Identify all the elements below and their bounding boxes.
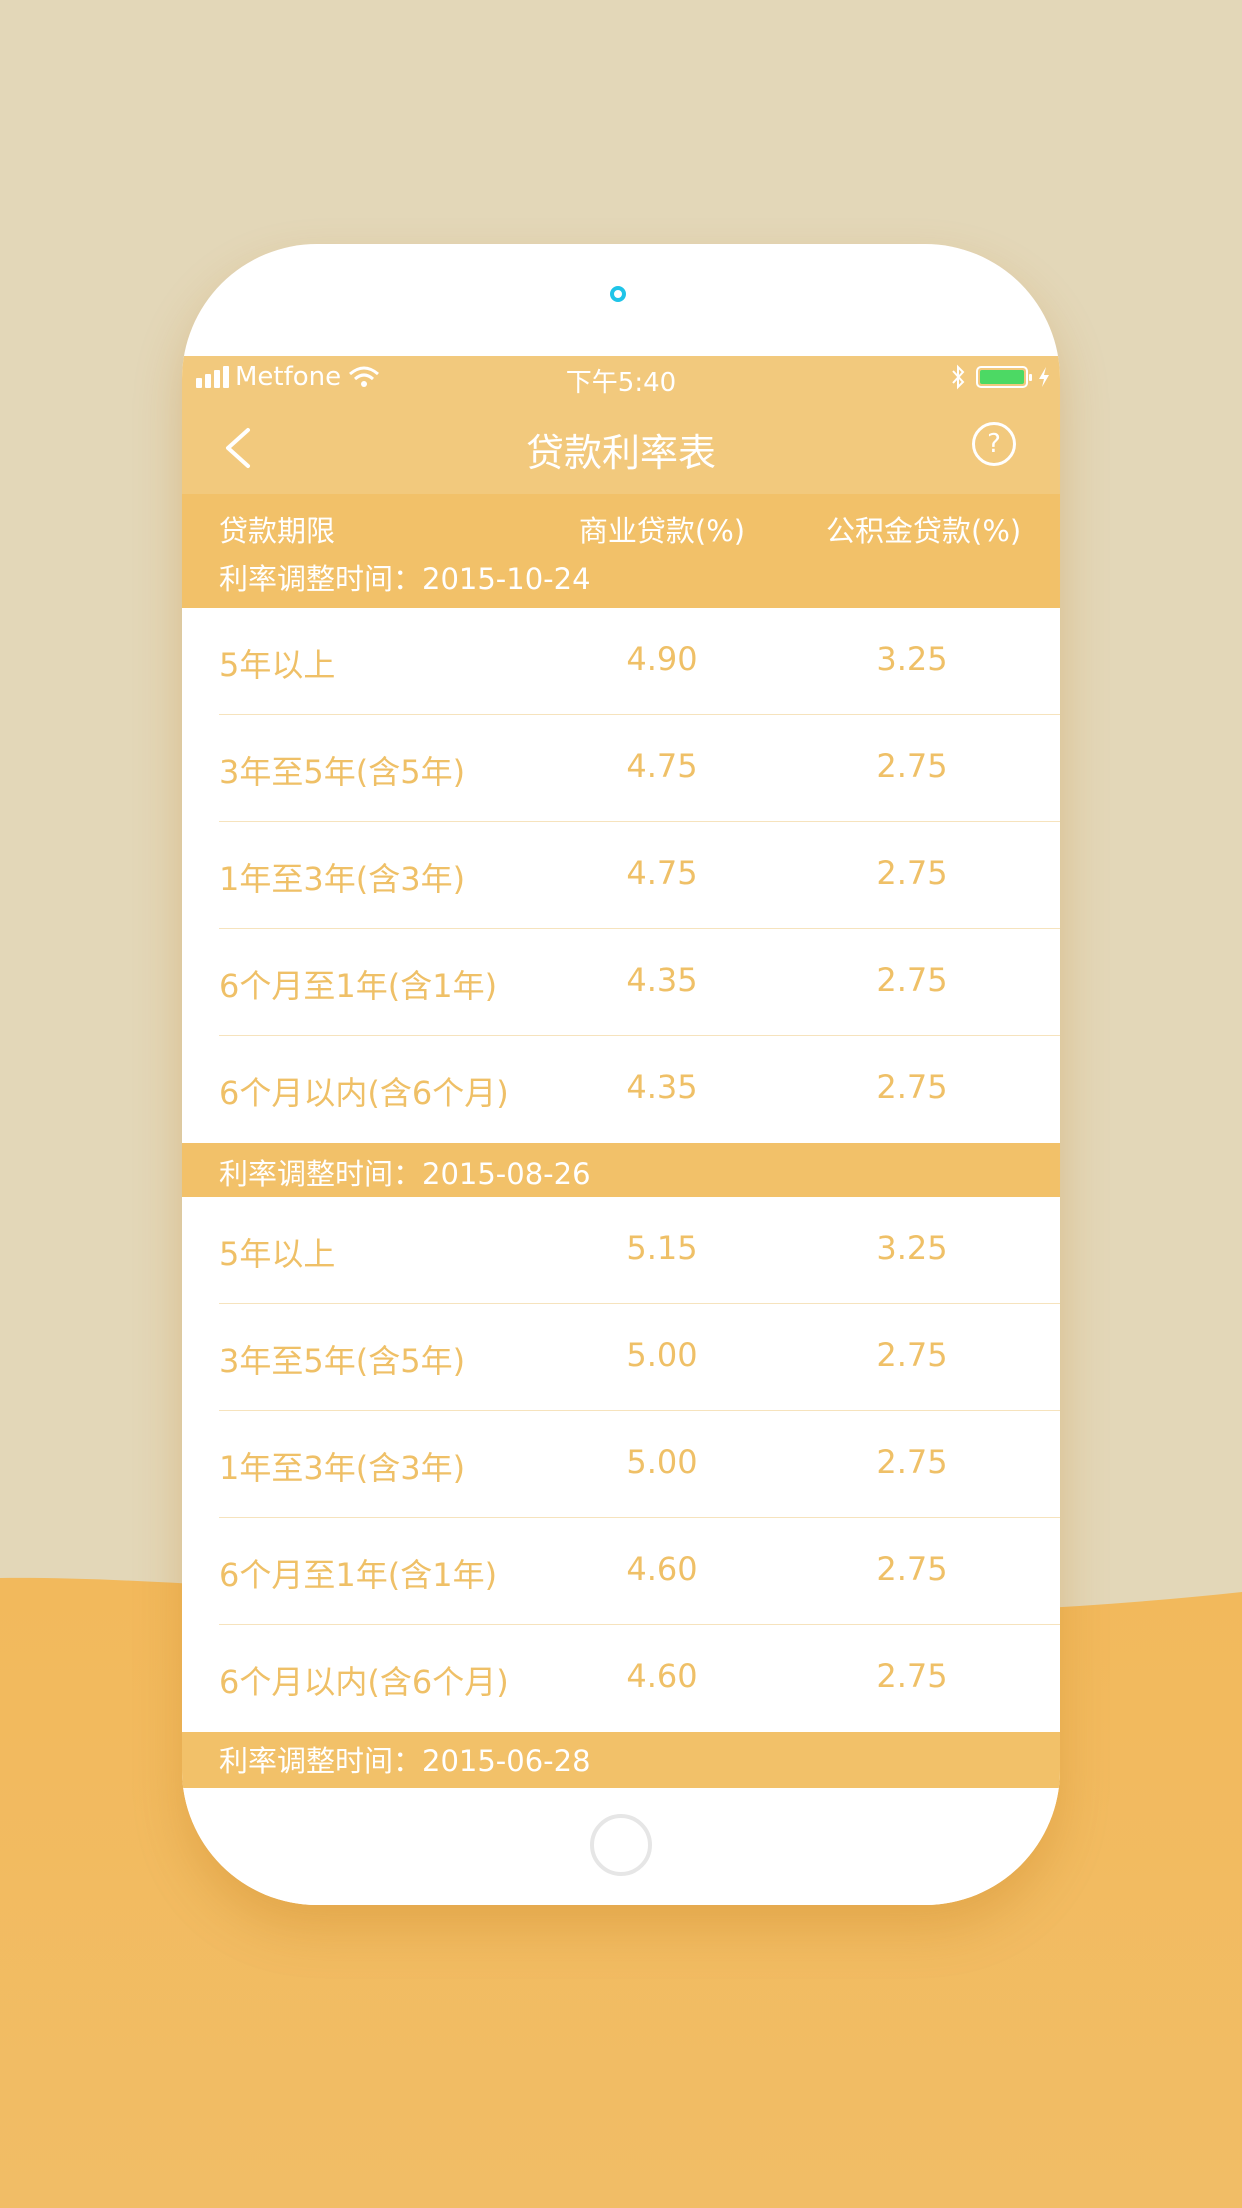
section-date-label: 利率调整时间：2015-08-26 [219,1157,591,1191]
row-divider [219,928,1060,929]
term-cell: 5年以上 [219,646,336,684]
term-cell: 1年至3年(含3年) [219,1449,466,1487]
term-cell: 5年以上 [219,1235,336,1273]
section-date-label: 利率调整时间：2015-10-24 [219,562,591,596]
home-button [590,1814,652,1876]
carrier-name: Metfone [235,362,342,392]
row-divider [219,821,1060,822]
fund-rate-cell: 2.75 [876,1068,948,1106]
table-row[interactable]: 6个月以内(含6个月) 4.60 2.75 [182,1625,1060,1732]
section-date-label: 利率调整时间：2015-06-28 [219,1744,591,1778]
fund-rate-cell: 2.75 [876,961,948,999]
fund-rate-cell: 2.75 [876,1336,948,1374]
term-cell: 6个月以内(含6个月) [219,1663,509,1701]
table-row[interactable]: 5年以上 5.15 3.25 [182,1197,1060,1304]
commercial-rate-cell: 4.90 [626,640,698,678]
header-commercial: 商业贷款(%) [578,514,746,548]
phone-chin [182,1788,1060,1905]
fund-rate-cell: 3.25 [876,1229,948,1267]
fund-rate-cell: 2.75 [876,747,948,785]
header-fund: 公积金贷款(%) [826,514,1022,548]
commercial-rate-cell: 4.60 [626,1550,698,1588]
fund-rate-cell: 2.75 [876,1443,948,1481]
table-row[interactable]: 3年至5年(含5年) 4.75 2.75 [182,715,1060,822]
commercial-rate-cell: 5.00 [626,1443,698,1481]
status-right [950,364,1050,390]
table-row[interactable]: 6个月至1年(含1年) 4.60 2.75 [182,1518,1060,1625]
battery-icon [976,366,1032,388]
table-row[interactable]: 3年至5年(含5年) 5.00 2.75 [182,1304,1060,1411]
term-cell: 3年至5年(含5年) [219,753,466,791]
term-cell: 3年至5年(含5年) [219,1342,466,1380]
row-divider [219,1517,1060,1518]
nav-bar: 贷款利率表 ? [182,400,1060,494]
fund-rate-cell: 3.25 [876,640,948,678]
term-cell: 6个月至1年(含1年) [219,1556,498,1594]
bluetooth-icon [952,364,965,390]
question-circle-icon: ? [987,429,1001,459]
table-row[interactable]: 5年以上 4.90 3.25 [182,608,1060,715]
back-button[interactable] [218,426,258,470]
phone-frame: Metfone 下午5:40 [182,244,1060,1905]
table-row[interactable]: 1年至3年(含3年) 5.00 2.75 [182,1411,1060,1518]
row-divider [219,714,1060,715]
charging-icon [1039,367,1049,387]
commercial-rate-cell: 4.75 [626,854,698,892]
commercial-rate-cell: 4.35 [626,961,698,999]
front-camera [610,286,626,302]
table-row[interactable]: 6个月至1年(含1年) 4.35 2.75 [182,929,1060,1036]
term-cell: 6个月至1年(含1年) [219,967,498,1005]
table-row[interactable]: 6个月以内(含6个月) 4.35 2.75 [182,1036,1060,1143]
section-header: 利率调整时间：2015-08-26 [182,1143,1060,1197]
term-cell: 6个月以内(含6个月) [219,1074,509,1112]
status-bar: Metfone 下午5:40 [182,356,1060,400]
fund-rate-cell: 2.75 [876,854,948,892]
commercial-rate-cell: 5.15 [626,1229,698,1267]
row-divider [219,1303,1060,1304]
header-term: 贷款期限 [219,514,336,548]
wifi-icon [349,366,380,387]
section-header: 利率调整时间：2015-10-24 [182,554,1060,608]
table-row[interactable]: 1年至3年(含3年) 4.75 2.75 [182,822,1060,929]
app-screen: Metfone 下午5:40 [182,356,1060,1905]
commercial-rate-cell: 4.75 [626,747,698,785]
row-divider [219,1410,1060,1411]
row-divider [219,1624,1060,1625]
row-divider [219,1035,1060,1036]
carrier-group: Metfone [196,362,381,392]
clock: 下午5:40 [565,368,677,398]
fund-rate-cell: 2.75 [876,1657,948,1695]
signal-icon [196,366,229,388]
commercial-rate-cell: 4.35 [626,1068,698,1106]
page-title: 贷款利率表 [525,431,716,475]
fund-rate-cell: 2.75 [876,1550,948,1588]
commercial-rate-cell: 5.00 [626,1336,698,1374]
table-header: 贷款期限 商业贷款(%) 公积金贷款(%) [182,494,1060,554]
term-cell: 1年至3年(含3年) [219,860,466,898]
commercial-rate-cell: 4.60 [626,1657,698,1695]
section-header: 利率调整时间：2015-06-28 [182,1732,1060,1788]
help-button[interactable]: ? [972,422,1016,466]
